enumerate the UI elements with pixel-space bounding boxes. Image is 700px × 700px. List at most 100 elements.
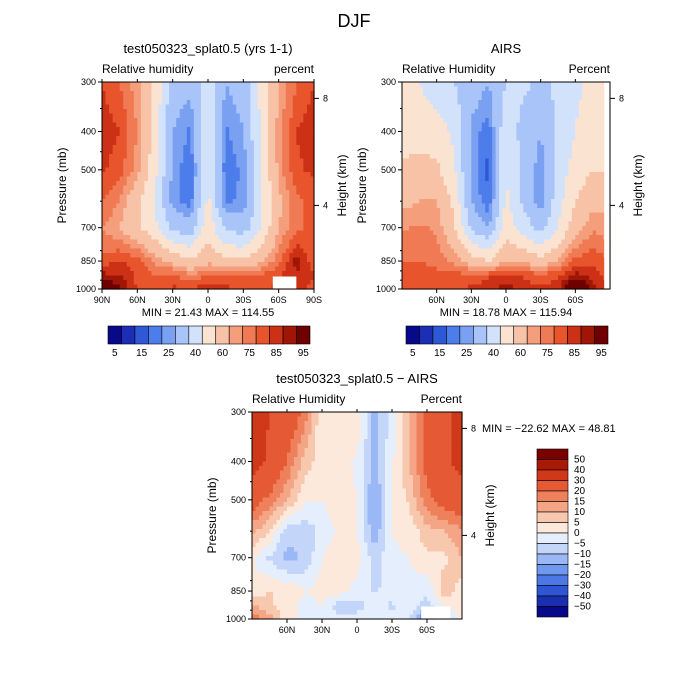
contour-cell (495, 140, 500, 146)
contour-cell (261, 199, 266, 205)
contour-cell (179, 226, 184, 232)
contour-cell (278, 199, 283, 205)
contour-cell (464, 226, 469, 232)
contour-cell (564, 163, 569, 169)
contour-cell (158, 244, 163, 250)
contour-cell (558, 235, 563, 241)
contour-cell (204, 266, 209, 272)
contour-cell (197, 104, 202, 110)
contour-cell (412, 221, 417, 227)
contour-cell (568, 154, 573, 160)
contour-cell (268, 212, 273, 218)
contour-cell (578, 140, 583, 146)
contour-cell (130, 239, 135, 245)
contour-cell (285, 167, 290, 173)
contour-cell (512, 100, 517, 106)
contour-cell (289, 131, 294, 137)
contour-cell (193, 212, 198, 218)
contour-cell (162, 127, 167, 133)
contour-cell (303, 136, 308, 142)
contour-cell (303, 262, 308, 268)
contour-cell (275, 253, 280, 259)
contour-cell (116, 230, 121, 236)
contour-cell (289, 262, 294, 268)
contour-cell (492, 217, 497, 223)
contour-cell (222, 95, 227, 101)
contour-cell (278, 172, 283, 178)
contour-cell (554, 154, 559, 160)
contour-cell (582, 181, 587, 187)
contour-cell (492, 113, 497, 119)
contour-cell (264, 226, 269, 232)
contour-cell (481, 158, 486, 164)
contour-cell (162, 185, 167, 191)
contour-cell (239, 221, 244, 227)
contour-cell (218, 262, 223, 268)
contour-cell (464, 163, 469, 169)
contour-cell (105, 86, 110, 92)
contour-cell (422, 149, 427, 155)
contour-cell (310, 95, 315, 101)
contour-cell (523, 113, 528, 119)
contour-cell (229, 217, 234, 223)
contour-cell (585, 86, 590, 92)
contour-cell (592, 145, 597, 151)
contour-cell (271, 113, 276, 119)
contour-cell (137, 199, 142, 205)
contour-cell (282, 266, 287, 272)
contour-cell (147, 118, 153, 124)
contour-cell (119, 122, 124, 128)
contour-cell (571, 185, 576, 191)
contour-cell (169, 113, 174, 119)
contour-cell (271, 230, 276, 236)
contour-cell (460, 167, 465, 173)
contour-cell (183, 221, 188, 227)
contour-cell (158, 217, 163, 223)
contour-cell (200, 158, 206, 164)
contour-cell (533, 235, 538, 241)
contour-cell (296, 158, 301, 164)
contour-cell (519, 136, 524, 142)
contour-cell (412, 113, 417, 119)
contour-cell (193, 253, 198, 259)
contour-cell (512, 190, 517, 196)
contour-cell (155, 91, 160, 97)
contour-cell (215, 266, 220, 272)
contour-cell (225, 239, 230, 245)
contour-cell (197, 199, 202, 205)
contour-cell (278, 221, 283, 227)
contour-cell (289, 122, 294, 128)
contour-cell (190, 185, 195, 191)
contour-cell (165, 280, 170, 286)
contour-cell (211, 203, 216, 209)
contour-cell (119, 118, 124, 124)
contour-cell (429, 208, 434, 214)
contour-cell (169, 176, 174, 182)
contour-cell (144, 212, 149, 218)
contour-cell (133, 257, 138, 263)
contour-cell (155, 203, 160, 209)
contour-cell (232, 113, 237, 119)
contour-cell (225, 199, 230, 205)
contour-cell (109, 113, 114, 119)
contour-cell (253, 226, 259, 232)
contour-cell (215, 100, 220, 106)
contour-cell (467, 95, 472, 101)
contour-cell (268, 158, 273, 164)
contour-cell (165, 190, 170, 196)
contour-cell (264, 163, 269, 169)
contour-cell (137, 217, 142, 223)
contour-cell (402, 190, 407, 196)
contour-cell (119, 226, 124, 232)
contour-cell (502, 163, 507, 169)
contour-cell (126, 145, 131, 151)
contour-cell (402, 199, 407, 205)
contour-cell (193, 154, 198, 160)
contour-cell (218, 163, 223, 169)
contour-cell (222, 190, 227, 196)
contour-cell (596, 181, 601, 187)
contour-cell (264, 203, 269, 209)
contour-cell (176, 104, 181, 110)
contour-cell (509, 109, 514, 115)
contour-cell (229, 280, 234, 286)
